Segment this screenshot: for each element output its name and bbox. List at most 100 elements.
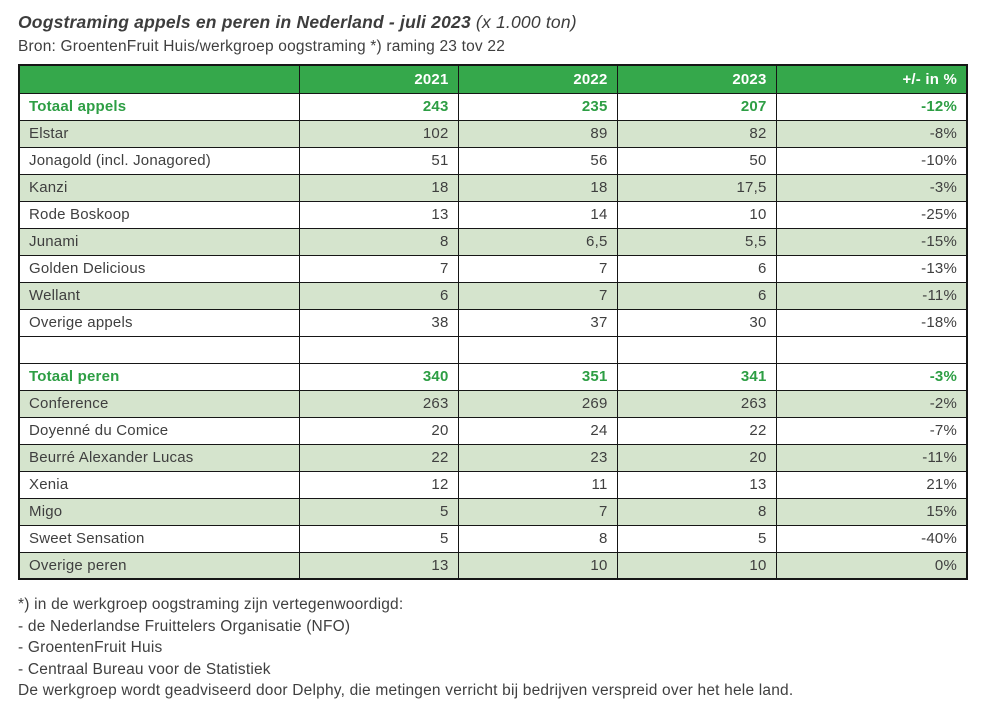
table-row: Rode Boskoop 13 14 10 -25% bbox=[18, 200, 968, 229]
row-value: -18% bbox=[775, 308, 968, 337]
row-value: 6 bbox=[298, 281, 459, 310]
table-row: Totaal peren 340 351 341 -3% bbox=[18, 362, 968, 391]
row-value: -12% bbox=[775, 92, 968, 121]
row-value: -3% bbox=[775, 173, 968, 202]
row-label: Golden Delicious bbox=[18, 254, 300, 283]
header-cell: 2023 bbox=[616, 64, 777, 94]
row-value: -25% bbox=[775, 200, 968, 229]
row-value: 23 bbox=[457, 443, 618, 472]
header-cell-empty bbox=[18, 64, 300, 94]
footnote-line: *) in de werkgroep oogstraming zijn vert… bbox=[18, 596, 404, 613]
row-value: 13 bbox=[298, 551, 459, 580]
header-cell: +/- in % bbox=[775, 64, 968, 94]
header-row: 2021 2022 2023 +/- in % bbox=[18, 64, 968, 94]
row-value: -40% bbox=[775, 524, 968, 553]
title-unit: (x 1.000 ton) bbox=[470, 12, 577, 32]
row-value: 235 bbox=[457, 92, 618, 121]
row-label: Junami bbox=[18, 227, 300, 256]
table-row: Golden Delicious 7 7 6 -13% bbox=[18, 254, 968, 283]
row-value: 20 bbox=[616, 443, 777, 472]
row-value: -11% bbox=[775, 281, 968, 310]
row-value: 8 bbox=[616, 497, 777, 526]
harvest-table: 2021 2022 2023 +/- in % Totaal appels 243 235… bbox=[18, 64, 968, 580]
row-value: -11% bbox=[775, 443, 968, 472]
table-row: Overige peren 13 10 10 0% bbox=[18, 551, 968, 580]
row-value: 51 bbox=[298, 146, 459, 175]
row-value: 340 bbox=[298, 362, 459, 391]
row-value: 82 bbox=[616, 119, 777, 148]
row-value: 17,5 bbox=[616, 173, 777, 202]
row-label: Rode Boskoop bbox=[18, 200, 300, 229]
row-value: -8% bbox=[775, 119, 968, 148]
row-value: 13 bbox=[616, 470, 777, 499]
row-value: -13% bbox=[775, 254, 968, 283]
table-row: Wellant 6 7 6 -11% bbox=[18, 281, 968, 310]
table-row: Migo 5 7 8 15% bbox=[18, 497, 968, 526]
row-label: Xenia bbox=[18, 470, 300, 499]
row-value: 269 bbox=[457, 389, 618, 418]
footnotes: *) in de werkgroep oogstraming zijn vert… bbox=[18, 594, 966, 702]
row-value: 10 bbox=[616, 200, 777, 229]
row-value: -15% bbox=[775, 227, 968, 256]
table-row: Elstar 102 89 82 -8% bbox=[18, 119, 968, 148]
table-header: 2021 2022 2023 +/- in % bbox=[18, 64, 968, 94]
row-label bbox=[18, 335, 300, 364]
row-value: 341 bbox=[616, 362, 777, 391]
row-value: 207 bbox=[616, 92, 777, 121]
table-row: Jonagold (incl. Jonagored) 51 56 50 -10% bbox=[18, 146, 968, 175]
table-row: Kanzi 18 18 17,5 -3% bbox=[18, 173, 968, 202]
row-value: 7 bbox=[457, 254, 618, 283]
row-value: 0% bbox=[775, 551, 968, 580]
row-label: Doyenné du Comice bbox=[18, 416, 300, 445]
row-value: 12 bbox=[298, 470, 459, 499]
source-line: Bron: GroentenFruit Huis/werkgroep oogst… bbox=[18, 38, 506, 55]
row-value: 21% bbox=[775, 470, 968, 499]
table-row: Totaal appels 243 235 207 -12% bbox=[18, 92, 968, 121]
row-value: 5 bbox=[298, 497, 459, 526]
row-label: Jonagold (incl. Jonagored) bbox=[18, 146, 300, 175]
footnote-line: - Centraal Bureau voor de Statistiek bbox=[18, 660, 271, 678]
row-value bbox=[457, 335, 618, 364]
row-value: 243 bbox=[298, 92, 459, 121]
row-value: 5,5 bbox=[616, 227, 777, 256]
row-label: Conference bbox=[18, 389, 300, 418]
row-label: Sweet Sensation bbox=[18, 524, 300, 553]
row-value: 15% bbox=[775, 497, 968, 526]
row-value: 22 bbox=[298, 443, 459, 472]
row-value: 7 bbox=[457, 281, 618, 310]
row-value: 37 bbox=[457, 308, 618, 337]
row-value bbox=[616, 335, 777, 364]
row-value: -3% bbox=[775, 362, 968, 391]
row-value: 102 bbox=[298, 119, 459, 148]
row-value: 6 bbox=[616, 281, 777, 310]
table-row: Overige appels 38 37 30 -18% bbox=[18, 308, 968, 337]
header-cell: 2022 bbox=[457, 64, 618, 94]
footnote-line: De werkgroep wordt geadviseerd door Delp… bbox=[18, 682, 794, 699]
row-value: 11 bbox=[457, 470, 618, 499]
row-value: 10 bbox=[616, 551, 777, 580]
row-value: -2% bbox=[775, 389, 968, 418]
footnote-line: - GroentenFruit Huis bbox=[18, 639, 163, 656]
row-value: 30 bbox=[616, 308, 777, 337]
table-row: Junami 8 6,5 5,5 -15% bbox=[18, 227, 968, 256]
row-value: 5 bbox=[298, 524, 459, 553]
row-value: 351 bbox=[457, 362, 618, 391]
row-value: 8 bbox=[457, 524, 618, 553]
table-body: Totaal appels 243 235 207 -12% Elstar 102 89 82-… bbox=[18, 92, 968, 580]
row-value: 13 bbox=[298, 200, 459, 229]
row-value: 24 bbox=[457, 416, 618, 445]
row-value: 7 bbox=[298, 254, 459, 283]
table-row: Beurré Alexander Lucas 22 23 20 -11% bbox=[18, 443, 968, 472]
title-main: Oogstraming appels en peren in Nederland… bbox=[18, 12, 471, 32]
row-value: 56 bbox=[457, 146, 618, 175]
row-value: -10% bbox=[775, 146, 968, 175]
table-row: Doyenné du Comice 20 24 22 -7% bbox=[18, 416, 968, 445]
row-value: 7 bbox=[457, 497, 618, 526]
row-value: 38 bbox=[298, 308, 459, 337]
row-value: 263 bbox=[298, 389, 459, 418]
row-value: 6 bbox=[616, 254, 777, 283]
row-label: Migo bbox=[18, 497, 300, 526]
row-value: 14 bbox=[457, 200, 618, 229]
row-label: Kanzi bbox=[18, 173, 300, 202]
